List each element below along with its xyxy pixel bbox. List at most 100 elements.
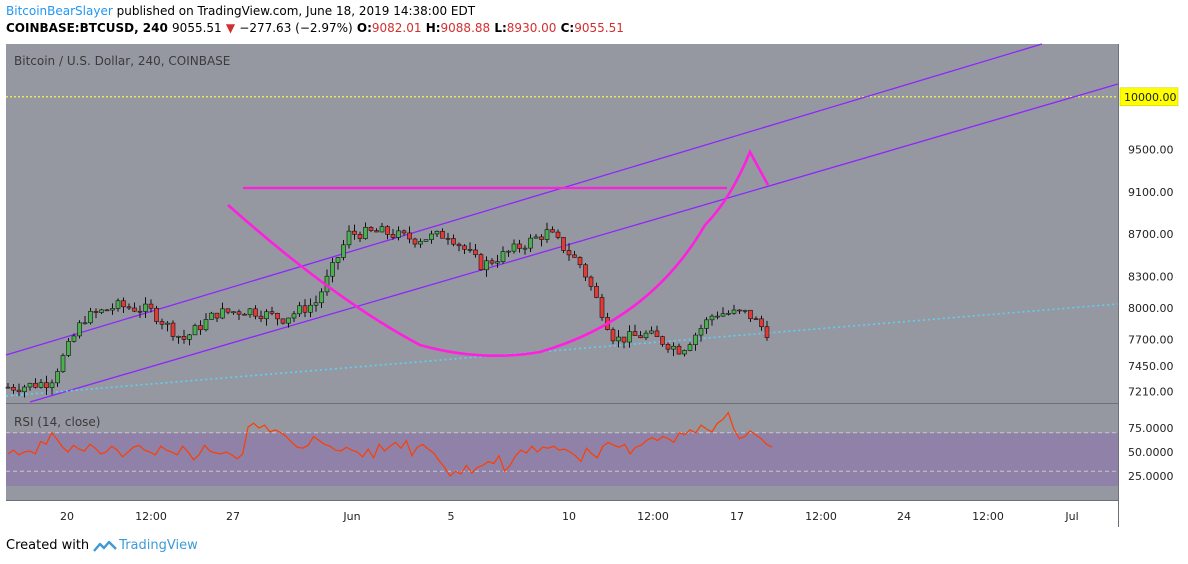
candle-body <box>330 262 335 277</box>
candle-body <box>55 371 60 384</box>
candle-body <box>176 336 181 338</box>
low-value: 8930.00 <box>506 21 557 35</box>
candle-body <box>484 260 489 271</box>
candle-body <box>599 297 605 318</box>
tradingview-link[interactable]: TradingView <box>119 538 198 553</box>
candle-body <box>390 234 396 238</box>
candle-body <box>467 249 473 251</box>
symbol-label: COINBASE:BTCUSD, 240 <box>6 21 168 35</box>
rsi-line <box>7 411 773 477</box>
candle-body <box>5 386 11 389</box>
candle-body <box>341 244 346 258</box>
candle-body <box>264 311 269 320</box>
publish-info: BitcoinBearSlayer published on TradingVi… <box>6 4 475 18</box>
candle-body <box>236 311 242 315</box>
candle-body <box>759 318 764 328</box>
candle-body <box>88 311 93 324</box>
time-tick-label: 12:00 <box>805 510 837 523</box>
rsi-title: RSI (14, close) <box>14 415 100 429</box>
candle-body <box>566 250 572 256</box>
candle-body <box>539 236 544 240</box>
time-tick-label: Jun <box>342 510 360 523</box>
candle-body <box>154 307 159 322</box>
candle-body <box>297 305 302 315</box>
high-value: 9088.88 <box>440 21 491 35</box>
candle-body <box>258 315 264 320</box>
candle-body <box>698 328 704 336</box>
price-pane[interactable] <box>6 44 1118 403</box>
candles <box>5 222 770 398</box>
time-tick-label: 20 <box>60 510 74 523</box>
candle-body <box>500 251 506 263</box>
candle-body <box>187 334 192 340</box>
time-tick-label: 27 <box>226 510 240 523</box>
upper-channel-line <box>5 43 1043 356</box>
candle-body <box>687 344 693 351</box>
time-tick-label: 5 <box>448 510 455 523</box>
candle-body <box>550 229 555 233</box>
candle-body <box>71 335 77 342</box>
candle-body <box>704 319 709 329</box>
candle-body <box>77 322 82 337</box>
candle-body <box>682 350 687 355</box>
candle-body <box>82 322 88 325</box>
candle-body <box>253 308 258 317</box>
price-tick-label: 7210.00 <box>1128 385 1174 398</box>
candle-body <box>16 389 22 393</box>
candle-body <box>709 315 715 321</box>
candle-body <box>753 318 759 321</box>
candle-body <box>440 230 445 239</box>
candle-body <box>346 230 352 246</box>
candle-body <box>748 309 753 320</box>
time-tick-label: 10 <box>562 510 576 523</box>
candle-body <box>99 309 104 313</box>
open-value: 9082.01 <box>371 21 422 35</box>
price-tick-label: 8000.00 <box>1128 302 1174 315</box>
candle-body <box>49 382 55 388</box>
chart-title: Bitcoin / U.S. Dollar, 240, COINBASE <box>14 54 230 68</box>
time-tick-label: 12:00 <box>637 510 669 523</box>
candle-body <box>533 236 539 239</box>
candle-body <box>198 325 203 331</box>
author-link[interactable]: BitcoinBearSlayer <box>6 4 113 18</box>
candle-body <box>462 245 467 250</box>
last-price: 9055.51 <box>172 21 222 35</box>
candle-body <box>660 336 665 345</box>
time-tick-label: 12:00 <box>972 510 1004 523</box>
candle-body <box>423 239 429 242</box>
time-tick-label: 24 <box>897 510 911 523</box>
level-badge: 10000.00 <box>1119 87 1179 107</box>
close-label: C: <box>560 21 575 35</box>
candle-body <box>286 317 291 324</box>
candle-body <box>764 326 770 338</box>
price-change: −277.63 (−2.97%) <box>239 21 353 35</box>
candle-body <box>616 336 621 342</box>
candle-body <box>610 329 616 342</box>
price-tick-label: 7700.00 <box>1128 334 1174 347</box>
candle-body <box>225 308 231 313</box>
rsi-tick-label: 75.0000 <box>1128 422 1174 435</box>
candle-body <box>506 250 511 253</box>
candle-body <box>302 305 308 313</box>
candle-body <box>44 382 49 388</box>
candle-body <box>280 318 286 324</box>
candle-body <box>737 309 742 312</box>
candle-body <box>357 234 363 239</box>
candle-body <box>275 313 280 320</box>
rsi-tick-label: 50.0000 <box>1128 446 1174 459</box>
candle-body <box>247 308 253 316</box>
candle-body <box>511 243 517 252</box>
lower-channel-line <box>29 83 1119 403</box>
candle-body <box>66 341 71 356</box>
candle-body <box>555 231 561 238</box>
candle-body <box>38 382 44 388</box>
candle-body <box>434 230 440 235</box>
candle-body <box>401 230 407 234</box>
candle-body <box>517 243 522 249</box>
time-axis: 20 12:00 27 Jun 5 10 12:00 17 12:00 24 12:00 Jul <box>60 510 1079 523</box>
candle-body <box>319 291 324 304</box>
candle-body <box>473 249 478 255</box>
time-tick-label: 17 <box>730 510 744 523</box>
candle-body <box>621 336 627 343</box>
